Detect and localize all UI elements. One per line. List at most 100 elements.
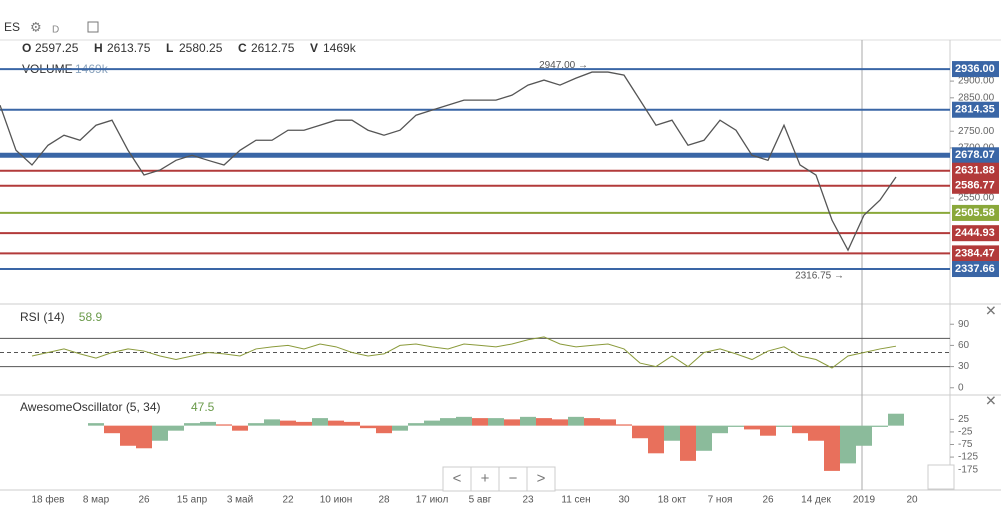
ao-bar <box>584 418 600 426</box>
ao-bar <box>744 425 760 430</box>
ao-bar <box>248 423 264 426</box>
level-label: 2337.66 <box>955 263 995 275</box>
ao-bar <box>568 416 584 426</box>
nav-button[interactable] <box>470 466 500 492</box>
ohlcv-key: C <box>238 41 247 55</box>
y-tick-label: 25 <box>958 414 970 425</box>
ao-bar <box>888 413 904 426</box>
level-label: 2444.93 <box>955 227 995 239</box>
ohlcv-value: 2597.25 <box>35 41 79 55</box>
ao-bar <box>536 418 552 426</box>
y-tick-label: 60 <box>958 340 970 351</box>
ao-bar <box>136 425 152 449</box>
rsi-line <box>31 336 897 369</box>
x-tick-label: 15 апр <box>177 495 208 506</box>
ao-bar <box>664 425 680 441</box>
ao-bar <box>408 423 424 426</box>
ao-bar <box>680 425 696 461</box>
level-label: 2678.07 <box>955 149 995 161</box>
pane-title: RSI (14) <box>20 310 65 324</box>
ao-bar <box>632 425 648 439</box>
ao-bar <box>344 421 360 426</box>
x-tick-label: 26 <box>762 495 774 506</box>
interval[interactable]: D <box>52 25 59 36</box>
x-tick-label: 26 <box>138 495 150 506</box>
ao-bar <box>472 418 488 426</box>
x-tick-label: 11 сен <box>561 495 590 506</box>
nav-button-label[interactable]: + <box>481 470 490 487</box>
level-label: 2505.58 <box>955 207 995 219</box>
x-tick-label: 8 мар <box>83 495 110 506</box>
pane-value: 47.5 <box>191 400 215 414</box>
ao-bar <box>616 424 632 426</box>
ohlcv-key: V <box>310 41 318 55</box>
ohlcv-key: L <box>166 41 173 55</box>
reset-button[interactable] <box>927 464 955 490</box>
ao-bar <box>872 425 888 427</box>
x-tick-label: 22 <box>282 495 294 506</box>
ohlcv-value: 2580.25 <box>179 41 223 55</box>
x-tick-label: 23 <box>522 495 534 506</box>
pane-title: AwesomeOscillator (5, 34) <box>20 400 161 414</box>
x-tick-label: 17 июл <box>416 495 449 506</box>
level-label: 2814.35 <box>955 104 995 116</box>
x-tick-label: 30 <box>618 495 630 506</box>
ao-bar <box>200 421 216 426</box>
compare-icon[interactable] <box>87 21 99 33</box>
ao-bar <box>792 425 808 434</box>
ao-bar <box>216 424 232 426</box>
nav-button-label[interactable]: > <box>537 470 546 487</box>
price-line <box>0 71 897 252</box>
nav-button-label[interactable]: − <box>509 470 518 487</box>
x-tick-label: 18 фев <box>31 494 64 506</box>
ao-bar <box>728 425 744 427</box>
close-pane[interactable]: ✕ <box>985 393 997 409</box>
ohlcv-value: 1469k <box>323 41 357 55</box>
price-annotation: 2316.75 → <box>795 271 844 282</box>
ao-bar <box>776 425 792 427</box>
nav-button-label[interactable]: < <box>453 470 462 487</box>
ao-bar <box>488 418 504 426</box>
settings-icon[interactable]: ⚙ <box>30 19 42 34</box>
level-tag <box>952 177 999 194</box>
ao-bar <box>392 425 408 431</box>
level-label: 2586.77 <box>955 180 995 192</box>
ao-bar <box>520 416 536 426</box>
ao-bar <box>376 425 392 434</box>
y-tick-label: 2550.00 <box>958 193 995 204</box>
level-label: 2631.88 <box>955 165 995 177</box>
ao-bar <box>296 421 312 426</box>
x-tick-label: 7 ноя <box>708 495 733 506</box>
price-annotation: 2947.00 → <box>539 60 588 71</box>
ao-bar <box>88 423 104 426</box>
ao-bar <box>696 425 712 451</box>
nav-button[interactable] <box>526 466 556 492</box>
ohlcv-value: 2612.75 <box>251 41 295 55</box>
ao-bar <box>280 420 296 426</box>
y-tick-label: 2850.00 <box>958 92 995 103</box>
x-tick-label: 3 май <box>227 495 253 506</box>
ao-bar <box>232 425 248 431</box>
ao-bar <box>264 419 280 426</box>
y-tick-label: -75 <box>958 439 973 450</box>
x-tick-label: 10 июн <box>320 495 353 506</box>
ao-bar <box>824 425 840 471</box>
y-tick-label: 90 <box>958 319 970 330</box>
ao-bar <box>168 425 184 431</box>
y-tick-label: 2900.00 <box>958 76 995 87</box>
level-tag <box>952 225 999 242</box>
ao-bar <box>504 419 520 426</box>
ao-bar <box>552 419 568 426</box>
level-tag <box>952 101 999 118</box>
level-tag <box>952 61 999 78</box>
level-label: 2384.47 <box>955 247 995 259</box>
ohlcv-value: 2613.75 <box>107 41 151 55</box>
symbol[interactable]: ES <box>4 20 20 34</box>
y-tick-label: -25 <box>958 427 973 438</box>
x-tick-label: 2019 <box>853 495 876 506</box>
ao-bar <box>808 425 824 441</box>
x-tick-label: 28 <box>378 495 390 506</box>
pane-value: 58.9 <box>79 310 103 324</box>
ao-bar <box>600 419 616 426</box>
close-pane[interactable]: ✕ <box>985 303 997 319</box>
